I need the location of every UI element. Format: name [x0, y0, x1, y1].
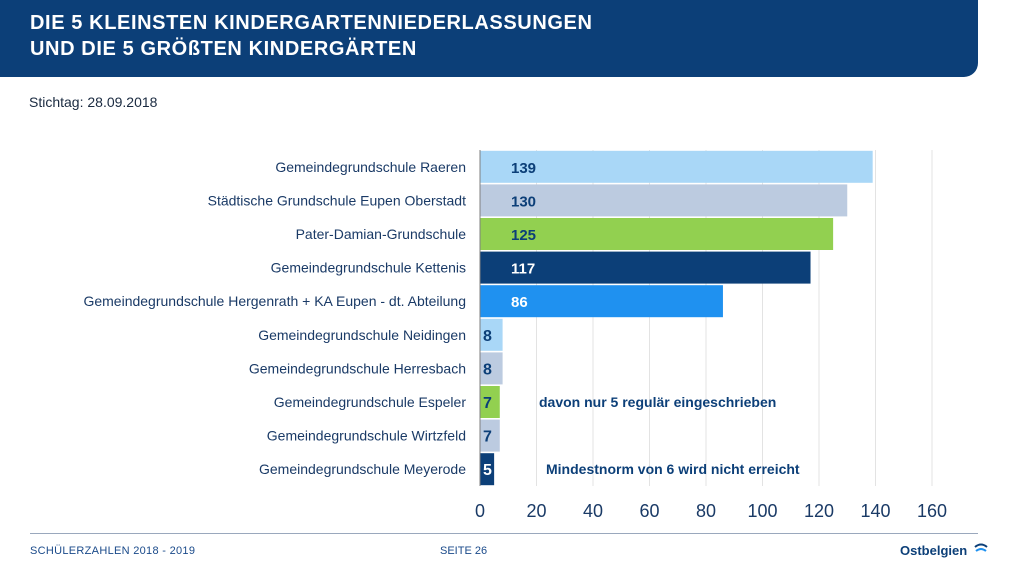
bar: [480, 352, 503, 385]
bar: [480, 285, 723, 318]
page-number: SEITE 26: [440, 545, 488, 557]
bar: [480, 251, 811, 284]
bar: [480, 184, 848, 217]
category-label: Gemeindegrundschule Meyerode: [259, 461, 466, 477]
category-label: Gemeindegrundschule Raeren: [275, 159, 466, 175]
bar-value-label: 125: [511, 227, 536, 244]
category-label: Pater-Damian-Grundschule: [296, 226, 467, 242]
bar: [480, 386, 500, 418]
x-tick-label: 100: [747, 501, 777, 521]
title-line-1: DIE 5 KLEINSTEN KINDERGARTENNIEDERLASSUN…: [30, 12, 593, 34]
category-label: Gemeindegrundschule Kettenis: [271, 260, 466, 276]
bar: [480, 218, 834, 250]
bar-value-label: 117: [511, 261, 535, 278]
category-label: Gemeindegrundschule Herresbach: [249, 360, 466, 376]
x-tick-label: 120: [804, 501, 834, 521]
x-tick-label: 80: [696, 501, 716, 521]
category-label: Gemeindegrundschule Hergenrath + KA Eupe…: [83, 293, 466, 309]
reference-date: Stichtag: 28.09.2018: [29, 94, 158, 110]
title-line-2: UND DIE 5 GRÖßTEN KINDERGÄRTEN: [30, 38, 417, 60]
bar: [480, 453, 495, 486]
footer-title: SCHÜLERZAHLEN 2018 - 2019: [30, 545, 196, 557]
bar-value-label: 7: [483, 395, 492, 412]
bar-value-label: 86: [511, 294, 528, 311]
chart-annotation: davon nur 5 regulär eingeschrieben: [539, 394, 776, 410]
category-label: Gemeindegrundschule Espeler: [274, 394, 467, 410]
ostbelgien-logo: Ostbelgien: [900, 542, 988, 560]
bar-value-label: 130: [511, 193, 536, 210]
bar-value-label: 7: [483, 429, 492, 446]
category-label: Gemeindegrundschule Wirtzfeld: [267, 428, 466, 444]
x-tick-label: 60: [639, 501, 659, 521]
x-tick-label: 40: [583, 501, 603, 521]
logo-swirl-icon: [974, 542, 988, 560]
bar: [480, 150, 873, 183]
x-tick-label: 140: [860, 501, 890, 521]
bar-value-label: 8: [483, 361, 492, 378]
x-tick-label: 20: [526, 501, 546, 521]
bar-value-label: 139: [511, 160, 536, 177]
x-tick-label: 0: [475, 501, 485, 521]
x-tick-label: 160: [917, 501, 947, 521]
category-label: Gemeindegrundschule Neidingen: [258, 327, 466, 343]
bar: [480, 318, 503, 351]
bar-value-label: 5: [483, 462, 492, 479]
title-banner: DIE 5 KLEINSTEN KINDERGARTENNIEDERLASSUN…: [0, 0, 978, 77]
category-label: Städtische Grundschule Eupen Oberstadt: [208, 192, 466, 208]
bar: [480, 419, 500, 452]
bar-value-label: 8: [483, 328, 492, 345]
logo-text: Ostbelgien: [900, 543, 968, 559]
chart-annotation: Mindestnorm von 6 wird nicht erreicht: [546, 461, 800, 477]
footer-divider: [30, 533, 978, 534]
